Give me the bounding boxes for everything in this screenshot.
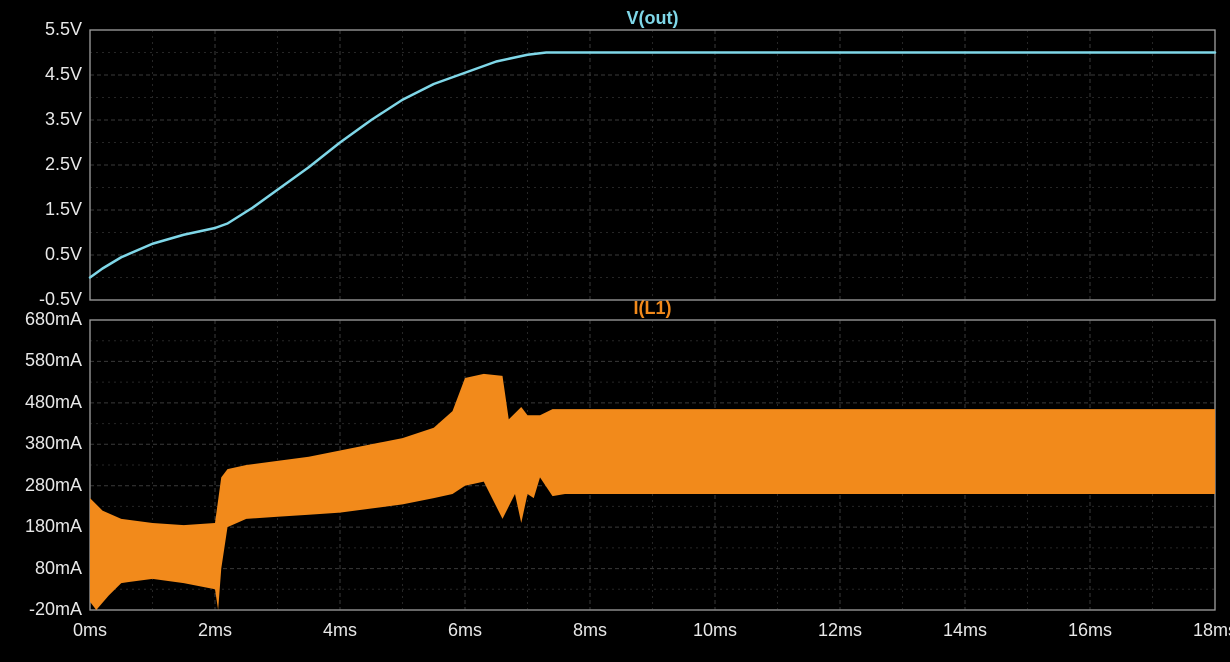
waveform-plot — [0, 0, 1230, 662]
